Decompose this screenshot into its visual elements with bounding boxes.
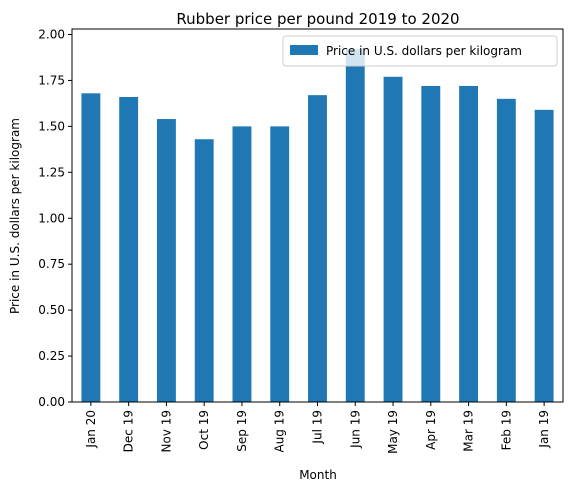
y-tick-label: 1.50 [38, 119, 65, 133]
bar [421, 85, 441, 402]
bar [119, 96, 139, 402]
bar [232, 126, 252, 402]
bar [194, 139, 214, 402]
legend-entry-label: Price in U.S. dollars per kilogram [326, 44, 522, 58]
y-tick-label: 1.25 [38, 165, 65, 179]
x-tick-label: Nov 19 [159, 410, 173, 453]
bars [81, 49, 554, 403]
x-tick-label: May 19 [386, 410, 400, 454]
y-tick-label: 0.75 [38, 257, 65, 271]
y-tick-label: 1.00 [38, 211, 65, 225]
y-tick-label: 0.25 [38, 349, 65, 363]
bar [308, 95, 327, 403]
y-tick-label: 0.50 [38, 303, 65, 317]
bar [156, 119, 176, 402]
bar [345, 49, 365, 402]
y-axis-ticks: 0.00 0.25 0.50 0.75 1.00 1.25 1.50 1.75 2.00 [38, 28, 72, 409]
y-tick-label: 2.00 [38, 28, 65, 42]
bar [383, 76, 403, 402]
x-tick-label: Apr 19 [424, 410, 438, 450]
legend-swatch [290, 45, 318, 55]
x-tick-label: Sep 19 [235, 410, 249, 452]
x-tick-label: Oct 19 [197, 410, 211, 450]
bar [81, 93, 101, 402]
chart-title: Rubber price per pound 2019 to 2020 [176, 10, 459, 28]
y-tick-label: 1.75 [38, 73, 65, 87]
y-tick-label: 0.00 [38, 395, 65, 409]
x-tick-label: Dec 19 [122, 410, 136, 452]
bar [496, 98, 516, 402]
bar [534, 109, 554, 402]
legend-box [282, 35, 558, 67]
bar [270, 126, 290, 402]
x-tick-label: Jan 20 [84, 410, 98, 449]
legend: Price in U.S. dollars per kilogram [282, 35, 558, 67]
x-tick-label: Jun 19 [348, 410, 362, 449]
plot-frame [71, 28, 564, 403]
x-tick-label: Aug 19 [273, 410, 287, 453]
x-tick-label: Jul 19 [311, 410, 325, 445]
y-axis-label: Price in U.S. dollars per kilogram [8, 118, 22, 314]
x-axis-label: Month [299, 468, 337, 482]
x-axis-ticks: Jan 20 Dec 19 Nov 19 Oct 19 Sep 19 Aug 19 Jul … [84, 402, 551, 454]
x-tick-label: Feb 19 [499, 410, 513, 450]
x-tick-label: Mar 19 [462, 410, 476, 452]
bar [459, 85, 479, 402]
x-tick-label: Jan 19 [537, 410, 551, 449]
